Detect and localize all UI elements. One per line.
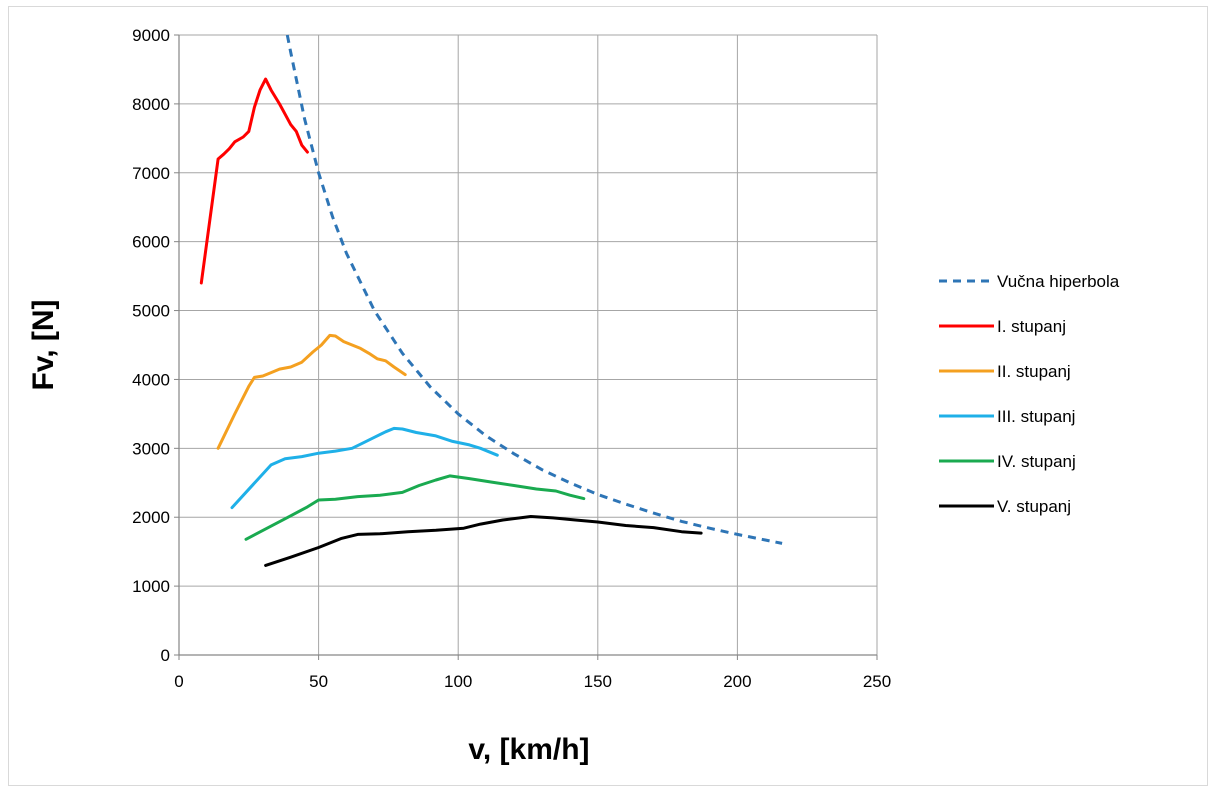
y-tick-label: 4000 xyxy=(132,370,170,389)
gridlines xyxy=(178,34,878,656)
y-tick-label: 2000 xyxy=(132,508,170,527)
series-lines xyxy=(199,34,783,567)
y-tick-label: 8000 xyxy=(132,95,170,114)
axes xyxy=(174,34,878,660)
x-tick-label: 50 xyxy=(309,672,328,691)
x-tick-label: 100 xyxy=(444,672,472,691)
line-chart: 0 1000 2000 3000 4000 5000 6000 7000 8000 9000 0 5… xyxy=(27,26,1120,766)
series-line-1 xyxy=(285,34,783,545)
y-tick-label: 6000 xyxy=(132,233,170,252)
x-tick-label: 250 xyxy=(863,672,891,691)
x-tick-label: 150 xyxy=(584,672,612,691)
legend-label-4: III. stupanj xyxy=(997,407,1075,426)
y-tick-label: 1000 xyxy=(132,577,170,596)
chart-area: 0 1000 2000 3000 4000 5000 6000 7000 8000 9000 0 5… xyxy=(8,6,1208,786)
series-line-3 xyxy=(216,333,407,450)
legend-label-3: II. stupanj xyxy=(997,362,1071,381)
x-tick-label: 200 xyxy=(723,672,751,691)
x-axis-title: v, [km/h] xyxy=(468,733,589,766)
y-axis-title: Fv, [N] xyxy=(27,299,60,390)
legend-label-1: Vučna hiperbola xyxy=(997,272,1120,291)
series-line-5 xyxy=(244,474,586,541)
y-tick-label: 0 xyxy=(161,646,170,665)
y-tick-label: 7000 xyxy=(132,164,170,183)
legend-label-5: IV. stupanj xyxy=(997,452,1076,471)
x-tick-labels: 0 50 100 150 200 250 xyxy=(174,672,891,691)
y-tick-label: 3000 xyxy=(132,439,170,458)
y-tick-label: 5000 xyxy=(132,302,170,321)
series-line-4 xyxy=(230,426,499,510)
x-tick-label: 0 xyxy=(174,672,183,691)
legend: Vučna hiperbola I. stupanj II. stupanj III.… xyxy=(939,272,1120,516)
legend-label-2: I. stupanj xyxy=(997,317,1066,336)
series-line-2 xyxy=(199,77,309,285)
series-line-6 xyxy=(264,515,703,567)
y-tick-label: 9000 xyxy=(132,26,170,45)
y-tick-labels: 0 1000 2000 3000 4000 5000 6000 7000 8000 9000 xyxy=(132,26,170,665)
legend-label-6: V. stupanj xyxy=(997,497,1071,516)
